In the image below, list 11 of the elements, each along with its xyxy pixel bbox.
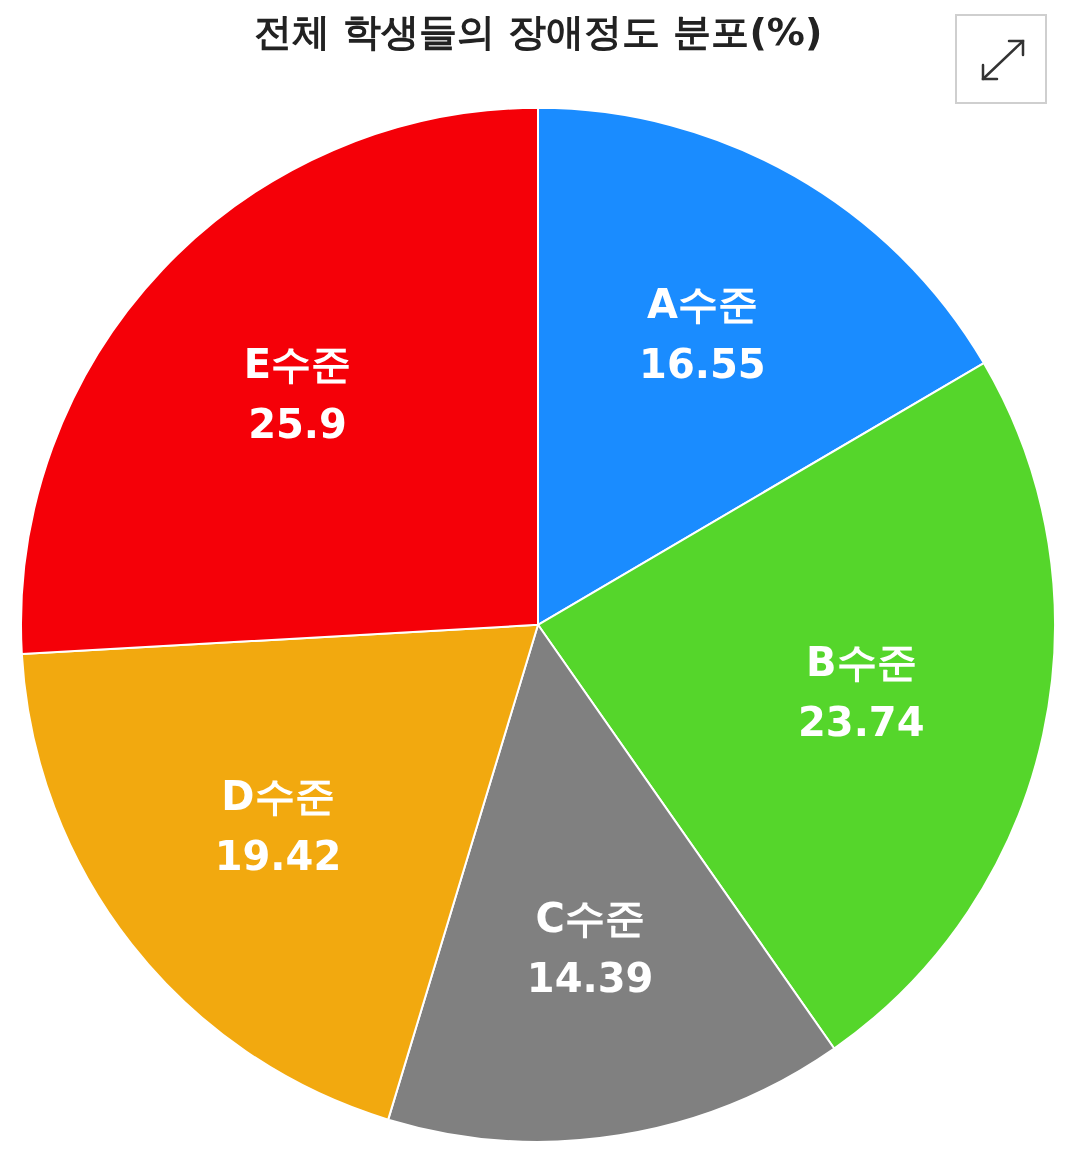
slice-label: B수준 [806, 638, 917, 685]
slice-label: A수준 [646, 281, 758, 328]
slice-label: E수준 [243, 340, 352, 387]
chart-title: 전체 학생들의 장애정도 분포(%) [253, 9, 823, 54]
data-label: 14.39 [526, 954, 654, 1001]
data-label: 25.9 [248, 400, 347, 447]
slice-label: C수준 [535, 894, 645, 941]
data-label: 16.55 [639, 341, 766, 388]
slice-label: D수준 [221, 772, 335, 819]
data-label: 23.74 [798, 698, 925, 745]
data-label: 19.42 [214, 832, 342, 879]
